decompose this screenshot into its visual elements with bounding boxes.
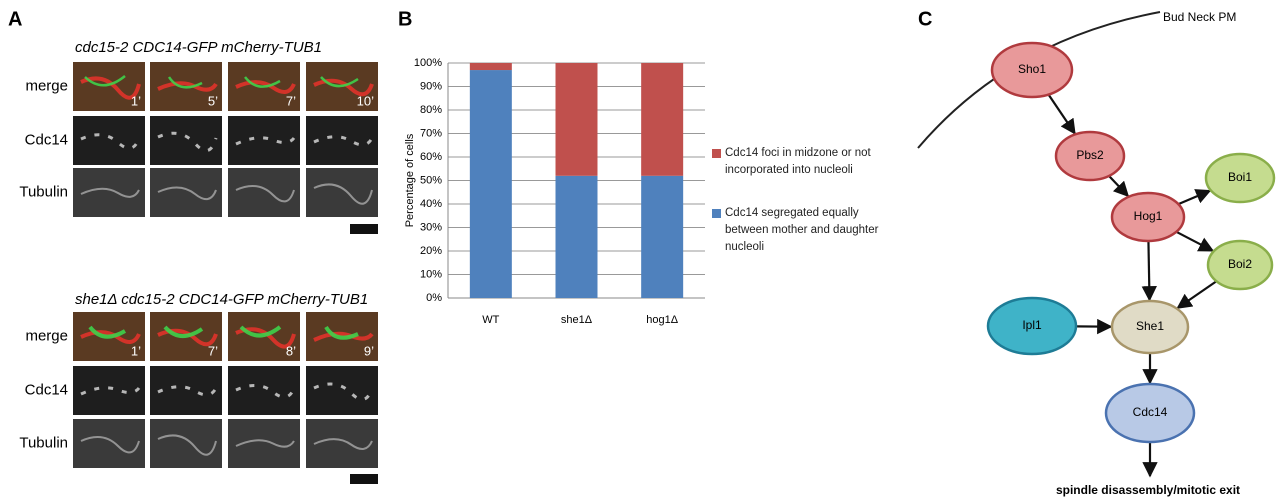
legend-text: Cdc14 segregated equally between mother … xyxy=(725,205,902,256)
arrow xyxy=(1176,232,1212,251)
membrane-label: Bud Neck PM xyxy=(1163,10,1236,24)
micrograph xyxy=(150,116,222,165)
micrograph xyxy=(306,366,378,415)
node-label: Sho1 xyxy=(1018,62,1046,76)
figure: A B C Bud Neck PM spindle disassembly/mi… xyxy=(0,0,1288,500)
node-label: Boi2 xyxy=(1228,257,1252,271)
time-label: 9’ xyxy=(364,343,374,358)
time-label: 1’ xyxy=(131,343,141,358)
time-label: 7’ xyxy=(286,93,296,108)
row-label: Tubulin xyxy=(19,434,68,451)
micrograph xyxy=(228,168,300,217)
x-tick-label: hog1Δ xyxy=(646,314,678,326)
image-title: she1Δ cdc15-2 CDC14-GFP mCherry-TUB1 xyxy=(75,291,368,308)
page: {"panel_a":{"label":"A","blocks":[ {"tit… xyxy=(0,0,1288,500)
time-label: 10’ xyxy=(357,93,374,108)
legend-item: Cdc14 foci in midzone or not incorporate… xyxy=(712,145,902,179)
y-tick-label: 50% xyxy=(420,174,442,186)
y-tick-label: 80% xyxy=(420,104,442,116)
arrow xyxy=(1148,241,1149,300)
y-tick-label: 0% xyxy=(426,292,442,304)
scale-bar xyxy=(350,474,378,484)
y-tick-label: 100% xyxy=(414,57,442,69)
row-label: merge xyxy=(25,77,68,94)
micrograph xyxy=(228,116,300,165)
micrograph xyxy=(306,168,378,217)
y-tick-label: 70% xyxy=(420,127,442,139)
y-tick-label: 90% xyxy=(420,80,442,92)
micrograph xyxy=(228,419,300,468)
arrow xyxy=(1109,176,1128,196)
row-label: merge xyxy=(25,327,68,344)
row-label: Cdc14 xyxy=(25,381,68,398)
node-label: Hog1 xyxy=(1134,209,1163,223)
x-tick-label: she1Δ xyxy=(561,314,593,326)
legend-text: Cdc14 foci in midzone or not incorporate… xyxy=(725,145,902,179)
y-tick-label: 60% xyxy=(420,151,442,163)
micrograph xyxy=(73,419,145,468)
arrow xyxy=(1178,191,1210,204)
bar-segment xyxy=(641,63,683,176)
y-axis-label: Percentage of cells xyxy=(404,133,416,227)
row-label: Cdc14 xyxy=(25,131,68,148)
legend-swatch xyxy=(712,149,721,158)
outcome: spindle disassembly/mitotic exit xyxy=(1056,483,1240,497)
time-label: 5’ xyxy=(208,93,218,108)
y-tick-label: 40% xyxy=(420,198,442,210)
y-tick-label: 20% xyxy=(420,245,442,257)
panel-label: A xyxy=(8,8,22,30)
node-label: Cdc14 xyxy=(1133,405,1168,419)
node-label: Pbs2 xyxy=(1076,148,1104,162)
node-label: Ipl1 xyxy=(1022,318,1042,332)
micrograph xyxy=(73,116,145,165)
micrograph xyxy=(150,168,222,217)
y-tick-label: 10% xyxy=(420,268,442,280)
time-label: 7’ xyxy=(208,343,218,358)
panel-label: C xyxy=(918,8,932,30)
bar-segment xyxy=(641,176,683,298)
bar-segment xyxy=(470,70,512,298)
bar-segment xyxy=(556,176,598,298)
row-label: Tubulin xyxy=(19,183,68,200)
arrow xyxy=(1178,281,1217,308)
time-label: 1’ xyxy=(131,93,141,108)
node-label: Boi1 xyxy=(1228,170,1252,184)
legend-item: Cdc14 segregated equally between mother … xyxy=(712,205,902,256)
arrow xyxy=(1049,95,1075,134)
x-tick-label: WT xyxy=(482,314,499,326)
micrograph xyxy=(73,366,145,415)
micrograph xyxy=(150,419,222,468)
node-label: She1 xyxy=(1136,319,1164,333)
panel-label: B xyxy=(398,8,412,30)
bar-segment xyxy=(470,63,512,70)
legend-swatch xyxy=(712,209,721,218)
y-tick-label: 30% xyxy=(420,221,442,233)
micrograph xyxy=(228,366,300,415)
image-title: cdc15-2 CDC14-GFP mCherry-TUB1 xyxy=(75,39,322,56)
time-label: 8’ xyxy=(286,343,296,358)
scale-bar xyxy=(350,224,378,234)
bar-segment xyxy=(556,63,598,176)
